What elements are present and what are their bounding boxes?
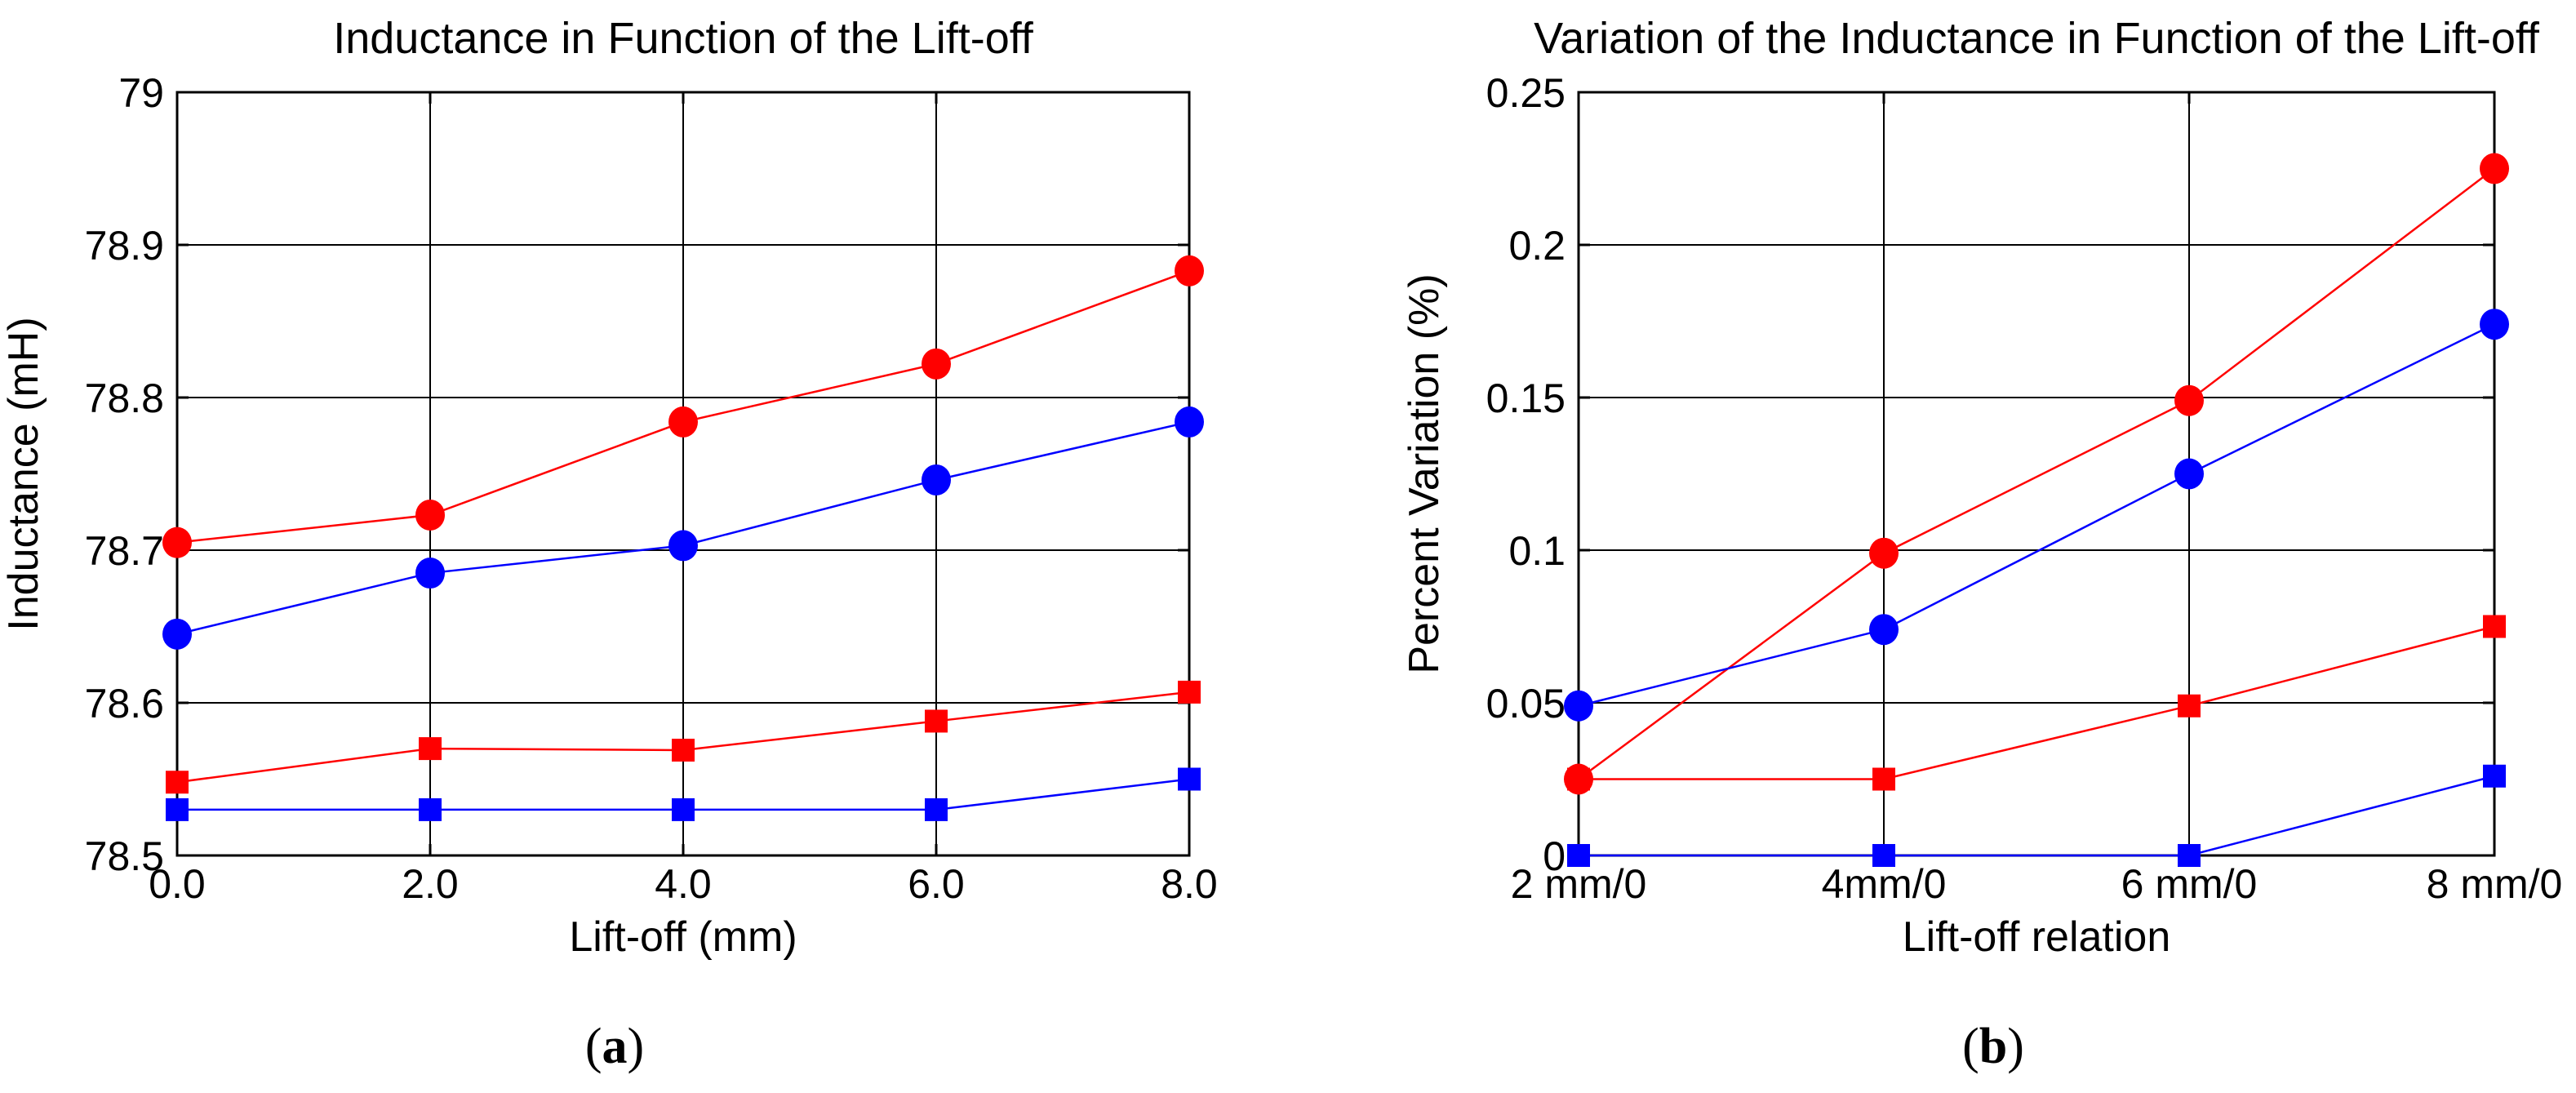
marker-red-circle	[668, 406, 698, 438]
x-tick-label: 6 mm/0	[2121, 861, 2258, 907]
marker-blue-square	[1872, 844, 1895, 867]
y-axis-label: Percent Variation (%)	[1401, 273, 1448, 673]
marker-blue-circle	[415, 558, 445, 589]
chart-title: Inductance in Function of the Lift-off	[333, 14, 1034, 63]
chart-b-percent-variation: Variation of the Inductance in Function …	[1401, 14, 2562, 1074]
x-tick-label: 2.0	[402, 861, 459, 907]
x-tick-label: 0.0	[149, 861, 206, 907]
x-tick-label: 4.0	[655, 861, 712, 907]
marker-blue-square	[925, 798, 948, 821]
marker-blue-circle	[668, 530, 698, 562]
marker-red-circle	[2174, 384, 2204, 416]
marker-red-square	[672, 738, 695, 762]
series-line-blue-circle	[1578, 323, 2495, 707]
marker-blue-square	[166, 798, 189, 821]
marker-blue-circle	[162, 618, 192, 650]
y-tick-label: 0.25	[1486, 70, 1566, 116]
series-line-blue-square	[1579, 775, 2495, 857]
marker-red-circle	[1564, 763, 1593, 795]
panel-label: (b)	[1962, 1019, 2024, 1074]
marker-red-square	[1872, 767, 1895, 791]
marker-blue-circle	[1564, 690, 1593, 722]
series-line-red-square	[1579, 625, 2495, 780]
y-tick-label: 78.7	[85, 528, 164, 574]
y-tick-label: 0.2	[1508, 223, 1566, 269]
marker-red-circle	[2480, 153, 2509, 184]
marker-red-square	[925, 709, 948, 733]
marker-red-circle	[1869, 537, 1899, 569]
marker-red-square	[419, 737, 442, 761]
panel-label: (a)	[585, 1019, 644, 1074]
marker-red-square	[166, 771, 189, 794]
y-tick-label: 0.1	[1508, 528, 1566, 574]
marker-blue-circle	[2480, 309, 2509, 340]
x-axis-label: Lift-off (mm)	[569, 913, 797, 961]
marker-blue-square	[672, 798, 695, 821]
y-tick-label: 78.9	[85, 223, 164, 269]
marker-blue-square	[1567, 844, 1590, 867]
chart-title: Variation of the Inductance in Function …	[1534, 14, 2540, 63]
marker-blue-square	[419, 798, 442, 821]
x-tick-label: 4mm/0	[1822, 861, 1947, 907]
marker-blue-circle	[1175, 406, 1204, 438]
marker-red-circle	[1175, 255, 1204, 287]
y-tick-label: 79	[118, 70, 164, 116]
marker-blue-square	[1178, 767, 1201, 791]
marker-red-circle	[162, 527, 192, 558]
y-tick-label: 78.6	[85, 681, 164, 726]
marker-blue-square	[2178, 844, 2201, 867]
x-axis-label: Lift-off relation	[1903, 913, 2171, 961]
y-tick-label: 78.8	[85, 375, 164, 421]
marker-red-square	[2178, 694, 2201, 718]
x-tick-label: 6.0	[908, 861, 965, 907]
x-tick-label: 8 mm/0	[2427, 861, 2563, 907]
y-tick-label: 0.05	[1486, 681, 1566, 726]
marker-red-circle	[415, 499, 445, 531]
marker-blue-circle	[1869, 614, 1899, 646]
marker-red-square	[1178, 680, 1201, 704]
y-tick-label: 0.15	[1486, 375, 1566, 421]
y-axis-label: Inductance (mH)	[0, 317, 47, 630]
y-tick-label: 78.5	[85, 833, 164, 879]
y-tick-label: 0	[1543, 833, 1566, 879]
axes-box	[1577, 91, 2496, 857]
marker-blue-circle	[922, 464, 951, 495]
x-tick-label: 8.0	[1161, 861, 1218, 907]
marker-red-circle	[922, 348, 951, 380]
marker-blue-circle	[2174, 458, 2204, 490]
chart-a-inductance: Inductance in Function of the Lift-off 78…	[0, 14, 1218, 1074]
marker-red-square	[2483, 615, 2506, 638]
marker-blue-square	[2483, 764, 2506, 788]
series-line-red-circle	[1578, 167, 2495, 780]
x-tick-label: 2 mm/0	[1511, 861, 1647, 907]
